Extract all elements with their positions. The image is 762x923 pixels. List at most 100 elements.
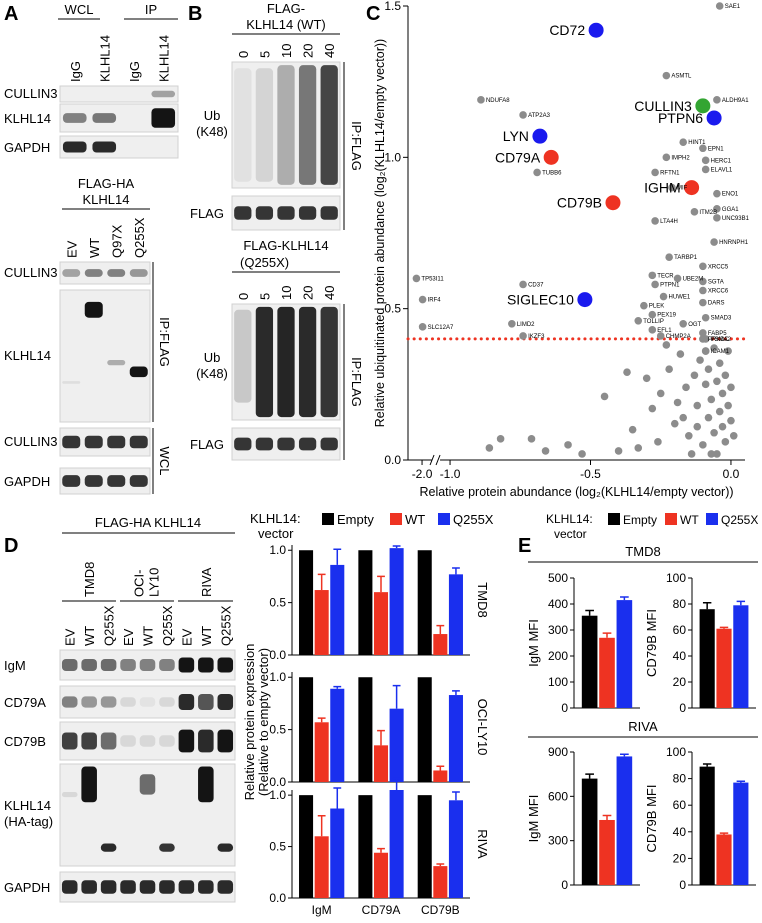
cell-line-label: TMD8 — [82, 562, 97, 597]
error-bar — [436, 624, 445, 635]
row-label: GAPDH — [4, 474, 50, 489]
point — [690, 371, 699, 380]
blot-band — [151, 108, 176, 128]
construct-label: FLAG-HA — [78, 176, 135, 191]
bar — [733, 782, 749, 885]
y-tick-label: 60 — [673, 623, 687, 637]
point — [699, 329, 707, 337]
error-bar — [317, 814, 326, 837]
row-label: CULLIN3 — [4, 434, 57, 449]
point — [662, 71, 671, 80]
point — [710, 344, 718, 352]
error-bar — [392, 545, 401, 549]
legend-label: Empty — [623, 513, 657, 527]
y-tick-label: 40 — [673, 649, 687, 663]
x-tick-label: CD79A — [362, 903, 401, 917]
legend-title: KLHL14: — [250, 511, 301, 526]
lane-label: KLHL14 — [97, 35, 112, 82]
point — [665, 365, 673, 374]
point — [687, 450, 696, 458]
y-tick-label: 300 — [548, 623, 568, 637]
y-axis-title: IgM MFI — [526, 619, 541, 667]
point — [654, 438, 662, 446]
y-tick-label: 80 — [673, 772, 687, 786]
point — [670, 419, 679, 428]
blot-band — [277, 306, 295, 418]
blot-band — [92, 141, 117, 153]
blot-band — [107, 435, 126, 449]
error-bar — [736, 600, 746, 606]
blot-band — [159, 697, 175, 707]
error-bar — [719, 626, 729, 629]
lane-label: Q255X — [218, 605, 233, 646]
point-label: TUBB6 — [542, 170, 562, 176]
blot-band — [277, 437, 295, 451]
point-label: GGA1 — [722, 207, 739, 213]
point — [690, 208, 699, 216]
point — [715, 407, 724, 416]
point — [519, 111, 527, 119]
error-bar — [452, 690, 460, 696]
point — [418, 295, 427, 304]
point — [485, 444, 494, 452]
x-tick-label: -0.5 — [580, 467, 601, 481]
point-label: IKZF3 — [528, 334, 545, 340]
y-tick-label: 0.5 — [269, 840, 286, 854]
bar — [330, 688, 345, 782]
error-bar — [436, 863, 445, 867]
legend-label: WT — [405, 512, 425, 527]
y-tick-label: 60 — [673, 798, 687, 812]
blot-band — [107, 359, 126, 366]
point — [706, 110, 722, 126]
bar — [389, 708, 404, 782]
point-label: LTA4H — [660, 219, 678, 225]
y-tick-label: 0.5 — [384, 302, 401, 316]
point-label: LYN — [503, 128, 529, 144]
blot-band — [107, 475, 126, 487]
point — [676, 350, 685, 358]
point — [477, 96, 485, 104]
point — [701, 335, 710, 343]
point — [685, 431, 693, 440]
error-bar — [602, 814, 612, 820]
panel-label: E — [518, 535, 531, 557]
row-label: (K48) — [196, 366, 228, 381]
error-bar — [392, 777, 401, 790]
blot-band — [120, 880, 136, 894]
point — [701, 347, 710, 355]
point — [496, 435, 505, 443]
point-label: PEX19 — [657, 313, 676, 319]
bar — [358, 550, 373, 655]
point — [623, 368, 631, 377]
point-label: CD79B — [557, 195, 602, 211]
point-label: CHMP2A — [666, 334, 691, 340]
row-label: Ub — [204, 350, 221, 365]
blot — [59, 289, 151, 423]
point-label: SGTA — [708, 279, 724, 285]
point — [508, 320, 516, 328]
blot-band — [62, 381, 81, 384]
point — [701, 165, 710, 174]
blot-band — [120, 659, 136, 671]
legend-swatch — [665, 513, 677, 525]
construct-label: FLAG-HA KLHL14 — [95, 515, 201, 530]
blot-band — [100, 880, 117, 894]
blot-band — [84, 435, 103, 449]
point-label: HNRNPH1 — [719, 240, 749, 246]
blot-band — [198, 694, 214, 710]
point — [519, 332, 527, 340]
bar — [417, 550, 432, 655]
error-bar — [377, 729, 385, 746]
blot-band — [178, 880, 195, 894]
blot-band — [255, 68, 274, 182]
point-label: ITM2B — [699, 210, 717, 216]
point-label: CD79A — [495, 149, 541, 165]
blot-band — [61, 732, 78, 750]
point — [707, 395, 716, 404]
blot-band — [129, 475, 148, 487]
bar — [599, 637, 615, 708]
y-tick-label: 0 — [561, 878, 568, 892]
error-bar — [392, 684, 401, 709]
row-label: KLHL14 — [4, 111, 51, 126]
y-tick-label: 300 — [548, 834, 568, 848]
